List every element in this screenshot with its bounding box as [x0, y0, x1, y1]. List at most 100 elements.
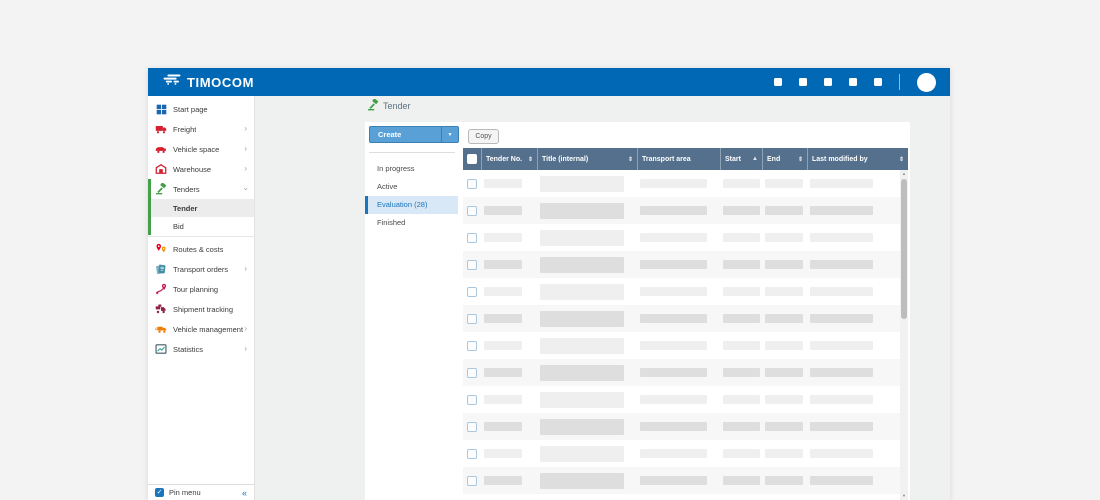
table-row[interactable]	[463, 224, 900, 251]
loading-placeholder	[723, 206, 760, 215]
row-checkbox[interactable]	[467, 260, 477, 270]
user-avatar[interactable]	[917, 73, 936, 92]
table-row[interactable]	[463, 170, 900, 197]
loading-placeholder	[540, 338, 624, 354]
row-checkbox[interactable]	[467, 476, 477, 486]
header-action-icon[interactable]	[774, 78, 782, 86]
row-checkbox[interactable]	[467, 233, 477, 243]
filter-in-progress[interactable]: In progress	[365, 160, 458, 178]
sort-icon[interactable]: ⇕	[628, 156, 633, 163]
sort-icon[interactable]: ⇕	[899, 156, 904, 163]
row-cell	[637, 359, 720, 386]
sidebar-item-routes-costs[interactable]: Routes & costs	[148, 239, 254, 259]
sidebar-item-statistics[interactable]: Statistics›	[148, 339, 254, 359]
loading-placeholder	[765, 476, 803, 485]
sidebar-item-vehicle-space[interactable]: Vehicle space›	[148, 139, 254, 159]
select-all-checkbox[interactable]	[467, 154, 477, 164]
sidebar-subitem-bid[interactable]: Bid	[151, 217, 254, 235]
sidebar-item-freight[interactable]: Freight›	[148, 119, 254, 139]
collapse-sidebar-icon[interactable]: «	[242, 488, 247, 498]
row-checkbox-cell	[463, 359, 481, 386]
row-cell	[537, 251, 637, 278]
column-header-last-modified-by[interactable]: Last modified by⇕	[807, 148, 908, 170]
row-checkbox[interactable]	[467, 422, 477, 432]
column-header-title-internal[interactable]: Title (internal)⇕	[537, 148, 637, 170]
row-cell	[637, 467, 720, 494]
loading-placeholder	[640, 449, 707, 458]
column-header-start[interactable]: Start ▲	[720, 148, 762, 170]
header-action-icon[interactable]	[799, 78, 807, 86]
row-cell	[807, 170, 900, 197]
row-cell	[807, 251, 900, 278]
sidebar-item-warehouse[interactable]: Warehouse›	[148, 159, 254, 179]
scroll-up-icon[interactable]: ▲	[900, 170, 908, 178]
row-checkbox[interactable]	[467, 179, 477, 189]
sidebar-item-tour-planning[interactable]: Tour planning	[148, 279, 254, 299]
filter-finished[interactable]: Finished	[365, 214, 458, 232]
pin-menu-checkbox[interactable]: ✓	[155, 488, 164, 497]
table-row[interactable]	[463, 332, 900, 359]
column-header-end[interactable]: End⇕	[762, 148, 807, 170]
header-action-icon[interactable]	[849, 78, 857, 86]
table-row[interactable]	[463, 386, 900, 413]
header-action-icon[interactable]	[824, 78, 832, 86]
sidebar-item-vehicle-management[interactable]: Vehicle management›	[148, 319, 254, 339]
row-cell	[481, 278, 537, 305]
row-checkbox[interactable]	[467, 314, 477, 324]
sidebar-item-label: Warehouse	[173, 165, 211, 174]
column-header-transport-area[interactable]: Transport area	[637, 148, 720, 170]
column-label: Start	[725, 156, 741, 163]
create-dropdown-arrow-icon[interactable]: ▼	[441, 127, 458, 142]
sort-icon[interactable]: ⇕	[798, 156, 803, 163]
row-checkbox[interactable]	[467, 287, 477, 297]
table-row[interactable]	[463, 467, 900, 494]
sidebar-item-tenders[interactable]: Tenders›	[151, 179, 254, 199]
copy-button[interactable]: Copy	[468, 129, 499, 144]
table-row[interactable]	[463, 305, 900, 332]
row-cell	[537, 359, 637, 386]
sidebar-item-shipment-tracking[interactable]: Shipment tracking	[148, 299, 254, 319]
documents-icon	[155, 263, 167, 275]
row-cell	[481, 359, 537, 386]
filter-evaluation-28[interactable]: Evaluation (28)	[365, 196, 458, 214]
row-cell	[762, 170, 807, 197]
table-row[interactable]	[463, 494, 900, 500]
row-cell	[537, 440, 637, 467]
table-row[interactable]	[463, 278, 900, 305]
create-button-label[interactable]: Create	[370, 127, 441, 142]
column-header-tender-no[interactable]: Tender No.⇕	[481, 148, 537, 170]
sidebar-item-transport-orders[interactable]: Transport orders›	[148, 259, 254, 279]
loading-placeholder	[484, 260, 522, 269]
freight-truck-icon	[155, 123, 167, 135]
table-row[interactable]	[463, 359, 900, 386]
sidebar-item-start-page[interactable]: Start page	[148, 99, 254, 119]
scrollbar-thumb[interactable]	[901, 179, 907, 319]
table-row[interactable]	[463, 197, 900, 224]
sidebar-subitem-tender[interactable]: Tender	[151, 199, 254, 217]
sort-icon[interactable]: ⇕	[528, 156, 533, 163]
loading-placeholder	[540, 473, 624, 489]
row-cell	[720, 413, 762, 440]
table-row[interactable]	[463, 251, 900, 278]
loading-placeholder	[484, 341, 522, 350]
row-cell	[637, 278, 720, 305]
scroll-down-icon[interactable]: ▼	[900, 492, 908, 500]
row-cell	[807, 224, 900, 251]
filter-active[interactable]: Active	[365, 178, 458, 196]
header-action-icon[interactable]	[874, 78, 882, 86]
row-checkbox[interactable]	[467, 206, 477, 216]
table-row[interactable]	[463, 413, 900, 440]
row-checkbox[interactable]	[467, 341, 477, 351]
row-checkbox[interactable]	[467, 449, 477, 459]
row-checkbox[interactable]	[467, 368, 477, 378]
gavel-icon	[367, 99, 379, 113]
row-checkbox[interactable]	[467, 395, 477, 405]
row-checkbox-cell	[463, 413, 481, 440]
table-row[interactable]	[463, 440, 900, 467]
row-cell	[537, 170, 637, 197]
row-cell	[637, 494, 720, 500]
row-checkbox-cell	[463, 278, 481, 305]
create-button[interactable]: Create ▼	[369, 126, 459, 143]
sort-icon[interactable]: ▲	[752, 156, 758, 162]
vertical-scrollbar[interactable]: ▲ ▼	[900, 170, 908, 500]
